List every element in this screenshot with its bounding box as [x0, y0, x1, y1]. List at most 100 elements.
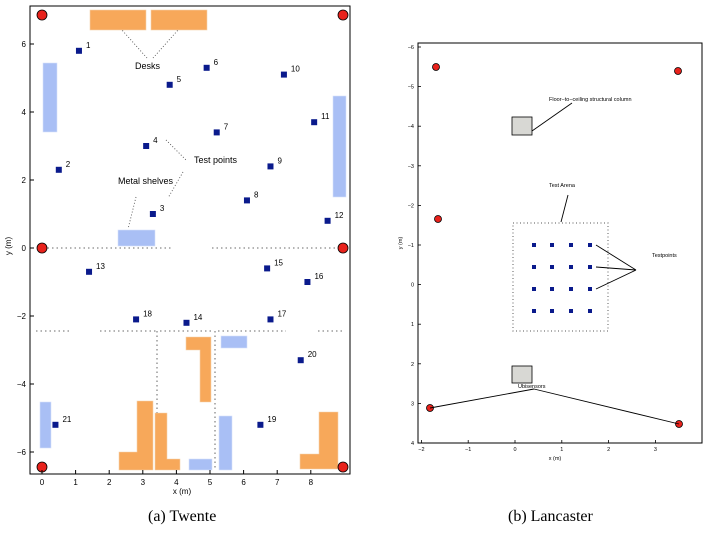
- test-point-marker: [52, 421, 59, 428]
- shelf-center-small: [220, 335, 248, 349]
- y-tick-label: 4: [22, 108, 27, 117]
- test-point-marker: [267, 163, 274, 170]
- label-test-points: Test points: [194, 155, 238, 165]
- lancaster-ylabel: y (m): [398, 237, 404, 250]
- x-tick-label: 0: [513, 447, 516, 453]
- test-point-marker: [257, 421, 264, 428]
- x-tick-label: 5: [208, 478, 213, 487]
- sensor-mid-right: [337, 242, 349, 254]
- shelf-right-upper: [332, 95, 347, 198]
- test-point-label: 13: [96, 262, 105, 271]
- y-tick-label: −1: [408, 243, 414, 249]
- label-metal-shelves: Metal shelves: [118, 176, 174, 186]
- test-point-marker: [149, 211, 156, 217]
- shelf-center-vertical: [218, 415, 233, 471]
- testpoint-marker: [569, 287, 573, 291]
- x-tick-label: 2: [107, 478, 112, 487]
- x-tick-label: 1: [560, 447, 563, 453]
- lancaster-floorplan: Floor−to−ceiling structural column Test …: [398, 42, 703, 462]
- test-point-label: 15: [274, 258, 283, 267]
- test-point-label: 9: [277, 156, 282, 165]
- test-point-label: 20: [308, 350, 317, 359]
- testpoint-marker: [532, 287, 536, 291]
- y-tick-label: −4: [408, 124, 414, 130]
- ubisensor-mid-left: [434, 215, 442, 223]
- x-tick-label: 3: [654, 447, 657, 453]
- test-point-label: 3: [160, 204, 165, 213]
- y-tick-label: −6: [17, 448, 27, 457]
- shelf-middle: [117, 229, 156, 247]
- twente-leader-lines: [121, 29, 187, 230]
- test-point-marker: [264, 265, 271, 272]
- test-point-label: 5: [177, 75, 182, 84]
- test-point-label: 10: [291, 65, 300, 74]
- test-point-label: 7: [224, 122, 229, 131]
- test-point-marker: [304, 279, 311, 285]
- label-desks: Desks: [135, 61, 161, 71]
- twente-sensors: [36, 9, 349, 473]
- test-point-marker: [267, 316, 274, 323]
- shelf-shapes: [39, 62, 347, 471]
- label-test-arena: Test Arena: [549, 183, 576, 189]
- testpoint-marker: [569, 265, 573, 269]
- test-point-label: 11: [321, 112, 330, 121]
- structural-column-lower: [511, 365, 533, 384]
- testpoint-marker: [569, 243, 573, 247]
- test-point-label: 1: [86, 41, 91, 50]
- testpoint-marker: [550, 309, 554, 313]
- test-point-marker: [75, 47, 82, 54]
- y-tick-label: −4: [17, 380, 27, 389]
- test-arena-boundary: [512, 222, 609, 332]
- test-point-marker: [166, 81, 173, 88]
- shelf-left-upper: [42, 62, 58, 133]
- lancaster-plot-frame: [417, 42, 703, 444]
- x-tick-label: 3: [141, 478, 146, 487]
- x-tick-label: 7: [275, 478, 280, 487]
- lancaster-sensors: [426, 63, 683, 428]
- testpoint-marker: [569, 309, 573, 313]
- test-point-label: 14: [193, 313, 202, 322]
- test-point-marker: [297, 357, 304, 364]
- x-tick-label: 0: [40, 478, 45, 487]
- sensor-top-right: [337, 9, 349, 21]
- test-point-label: 19: [267, 415, 276, 424]
- test-point-marker: [183, 319, 190, 326]
- twente-xlabel: x (m): [173, 487, 192, 496]
- x-tick-label: −2: [418, 447, 424, 453]
- test-point-marker: [133, 316, 140, 323]
- x-tick-label: 8: [309, 478, 314, 487]
- test-point-marker: [280, 71, 287, 78]
- y-tick-label: 0: [22, 244, 27, 253]
- test-point-label: 8: [254, 190, 259, 199]
- testpoint-marker: [550, 265, 554, 269]
- structural-column-upper: [511, 116, 533, 136]
- y-tick-label: −3: [408, 164, 414, 170]
- sensor-bottom-right: [337, 461, 349, 473]
- test-point-label: 2: [66, 160, 71, 169]
- y-tick-label: 0: [411, 283, 414, 289]
- y-tick-label: −2: [408, 203, 414, 209]
- caption-lancaster: (b) Lancaster: [508, 508, 593, 525]
- y-tick-label: −2: [17, 312, 27, 321]
- test-point-label: 6: [214, 58, 219, 67]
- sensor-top-left: [36, 9, 48, 21]
- desk-l-right: [299, 411, 339, 470]
- y-tick-label: −5: [408, 85, 414, 91]
- twente-ylabel: y (m): [4, 237, 13, 256]
- test-point-marker: [213, 129, 220, 136]
- desk-l-center: [154, 412, 181, 471]
- lancaster-axes: −2 −1 0 1 2 3 −6 −5 −4 −3 −2 −1 0 1 2 3 4: [408, 45, 657, 453]
- lancaster-leader-lines: [429, 102, 680, 425]
- label-testpoints: Testpoints: [652, 253, 677, 259]
- y-tick-label: 6: [22, 40, 27, 49]
- desk-shapes: [89, 9, 339, 471]
- test-point-label: 18: [143, 309, 152, 318]
- y-tick-label: 4: [411, 441, 414, 447]
- test-point-marker: [324, 217, 331, 224]
- testpoint-marker: [550, 243, 554, 247]
- y-tick-label: 2: [411, 362, 414, 368]
- desk-l-left: [118, 400, 154, 471]
- test-point-marker: [143, 143, 150, 149]
- test-point-label: 4: [153, 136, 158, 145]
- testpoint-marker: [588, 265, 592, 269]
